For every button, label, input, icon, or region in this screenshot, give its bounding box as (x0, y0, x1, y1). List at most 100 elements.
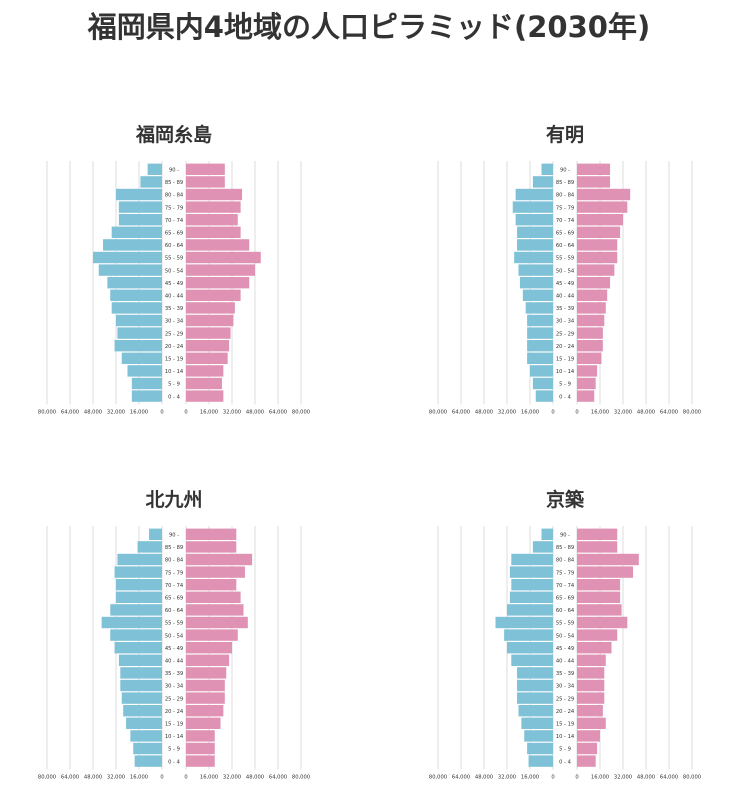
male-bar (110, 629, 162, 641)
female-bar (577, 251, 618, 264)
x-tick-label: 80,000 (429, 409, 447, 415)
x-tick-label: 80,000 (38, 409, 56, 415)
male-bar (130, 730, 162, 742)
female-bar (186, 327, 231, 339)
male-bar (111, 226, 162, 238)
female-bar (186, 251, 261, 264)
female-bar (186, 616, 248, 629)
x-tick-label: 16,000 (591, 409, 609, 415)
age-label: 25 - 29 (556, 331, 574, 337)
male-bar (120, 667, 162, 679)
age-label: 80 - 84 (165, 558, 184, 564)
pyramid-chart: 北九州 0 - 4 5 - 9 10 - 14 15 - 19 20 - 24 25 - 2… (38, 489, 310, 780)
age-label: 0 - 4 (168, 394, 180, 400)
x-tick-label: 32,000 (614, 409, 632, 415)
female-bar (577, 755, 596, 767)
male-bar (101, 616, 162, 629)
male-bar (121, 692, 162, 704)
male-bar (517, 667, 553, 679)
female-bar (186, 591, 241, 603)
male-bar (528, 755, 553, 767)
x-tick-label: 64,000 (452, 409, 470, 415)
male-bar (518, 264, 553, 276)
male-bar (107, 277, 162, 289)
female-bar (577, 705, 603, 717)
male-bar (527, 742, 553, 755)
pyramid-chart: 有明 0 - 4 5 - 9 10 - 14 15 - 19 20 - 24 25 - 29… (429, 123, 701, 415)
female-bar (577, 667, 605, 679)
female-bar (577, 314, 605, 327)
age-label: 30 - 34 (165, 319, 184, 325)
female-bar (577, 302, 606, 314)
age-label: 35 - 39 (165, 306, 183, 312)
male-bar (527, 352, 553, 364)
male-bar (521, 717, 553, 729)
female-bar (186, 340, 230, 352)
male-bar (507, 642, 553, 654)
female-bar (577, 553, 639, 566)
age-label: 35 - 39 (165, 671, 183, 677)
age-label: 90 - (169, 168, 179, 174)
female-bar (577, 390, 595, 402)
female-bar (577, 188, 631, 201)
male-bar (511, 553, 553, 566)
age-label: 55 - 59 (556, 621, 574, 627)
male-bar (515, 214, 553, 226)
male-bar (527, 340, 553, 352)
female-bar (577, 289, 608, 301)
age-label: 50 - 54 (165, 268, 184, 274)
age-label: 60 - 64 (556, 243, 575, 249)
male-bar (504, 629, 553, 641)
age-label: 15 - 19 (556, 722, 574, 728)
age-label: 30 - 34 (556, 684, 575, 690)
age-label: 90 - (169, 533, 179, 539)
female-bar (577, 239, 618, 251)
age-label: 5 - 9 (559, 382, 571, 388)
female-bar (577, 214, 623, 226)
x-tick-label: 64,000 (660, 409, 678, 415)
age-label: 20 - 24 (556, 344, 575, 350)
male-bar (116, 591, 162, 603)
age-label: 10 - 14 (165, 369, 184, 375)
female-bar (577, 654, 606, 666)
age-label: 25 - 29 (165, 696, 183, 702)
x-tick-label: 80,000 (683, 409, 701, 415)
x-tick-label: 64,000 (61, 409, 79, 415)
female-bar (577, 566, 634, 578)
male-bar (110, 289, 162, 301)
x-tick-label: 48,000 (475, 409, 493, 415)
male-bar (512, 201, 553, 213)
age-label: 20 - 24 (165, 709, 184, 715)
pyramid-chart: 京築 0 - 4 5 - 9 10 - 14 15 - 19 20 - 24 25 - 29… (429, 488, 701, 780)
male-bar (495, 616, 553, 629)
female-bar (186, 604, 244, 616)
male-bar (126, 717, 162, 729)
male-bar (524, 730, 553, 742)
male-bar (120, 679, 162, 692)
age-label: 75 - 79 (165, 570, 183, 576)
age-label: 85 - 89 (556, 180, 574, 186)
male-bar (111, 302, 162, 314)
pyramid-chart: 福岡糸島 0 - 4 5 - 9 10 - 14 15 - 19 20 - 24 25 - … (38, 123, 310, 415)
x-tick-label: 16,000 (521, 409, 539, 415)
x-tick-label: 48,000 (475, 774, 493, 780)
female-bar (186, 377, 222, 390)
female-bar (186, 289, 241, 301)
age-label: 5 - 9 (168, 382, 180, 388)
x-tick-label: 0 (184, 774, 187, 780)
male-bar (118, 654, 162, 666)
age-label: 80 - 84 (556, 558, 575, 564)
male-bar (110, 604, 162, 616)
age-label: 20 - 24 (165, 344, 184, 350)
age-label: 15 - 19 (165, 722, 183, 728)
female-bar (577, 742, 598, 755)
age-label: 25 - 29 (556, 696, 574, 702)
chart-title: 京築 (546, 488, 585, 511)
age-label: 70 - 74 (556, 218, 575, 224)
male-bar (509, 591, 553, 603)
female-bar (577, 340, 603, 352)
female-bar (186, 314, 234, 327)
age-label: 80 - 84 (165, 193, 184, 199)
female-bar (577, 201, 628, 213)
male-bar (527, 314, 553, 327)
